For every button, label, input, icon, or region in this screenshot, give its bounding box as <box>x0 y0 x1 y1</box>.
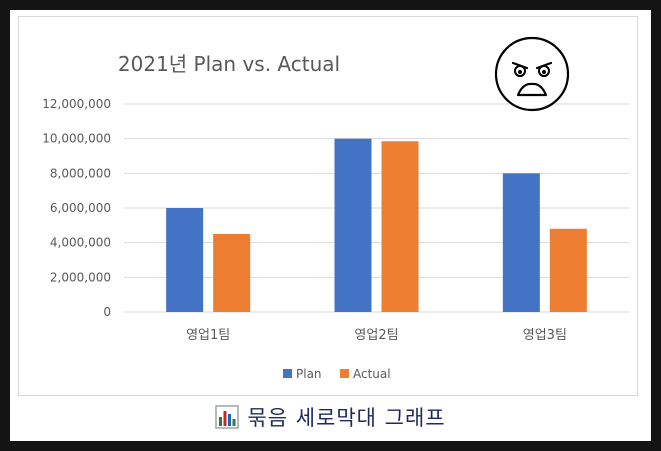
x-tick-label: 영업1팀 <box>186 328 230 343</box>
legend: Plan Actual <box>283 367 391 381</box>
x-tick-label: 영업3팀 <box>523 328 567 343</box>
bar-plan-1 <box>166 208 204 312</box>
angry-face-icon <box>494 36 570 112</box>
bar-plan-2 <box>334 138 372 312</box>
bar-actual-1 <box>213 234 251 312</box>
bar-chart: 2021년 Plan vs. Actual 12,000,000 10,000,0… <box>42 52 629 381</box>
bar-chart-icon <box>215 405 240 429</box>
y-tick-label: 8,000,000 <box>50 166 111 180</box>
bar-actual-2 <box>381 141 419 312</box>
x-tick-label: 영업2팀 <box>354 328 398 343</box>
bar-plan-3 <box>502 173 540 312</box>
gridlines <box>124 103 629 313</box>
y-tick-label: 2,000,000 <box>50 270 111 284</box>
y-tick-label: 12,000,000 <box>42 97 111 111</box>
caption-text: 묶음 세로막대 그래프 <box>247 406 446 430</box>
caption: 묶음 세로막대 그래프 <box>10 400 651 434</box>
legend-swatch <box>283 369 292 378</box>
legend-label: Plan <box>296 367 322 381</box>
chart-title: 2021년 Plan vs. Actual <box>118 52 340 76</box>
x-axis-labels: 영업1팀 영업2팀 영업3팀 <box>186 328 567 343</box>
screenshot-frame: 2021년 Plan vs. Actual 12,000,000 10,000,0… <box>10 10 651 441</box>
bars <box>166 138 587 312</box>
y-tick-label: 10,000,000 <box>42 132 111 146</box>
y-tick-label: 6,000,000 <box>50 201 111 215</box>
y-axis-ticks: 12,000,000 10,000,000 8,000,000 6,000,000 4,… <box>42 97 111 319</box>
y-tick-label: 0 <box>103 305 111 319</box>
y-tick-label: 4,000,000 <box>50 236 111 250</box>
chart-area: 2021년 Plan vs. Actual 12,000,000 10,000,0… <box>18 16 638 396</box>
legend-swatch <box>340 369 349 378</box>
bar-actual-3 <box>549 228 587 312</box>
legend-label: Actual <box>353 367 391 381</box>
